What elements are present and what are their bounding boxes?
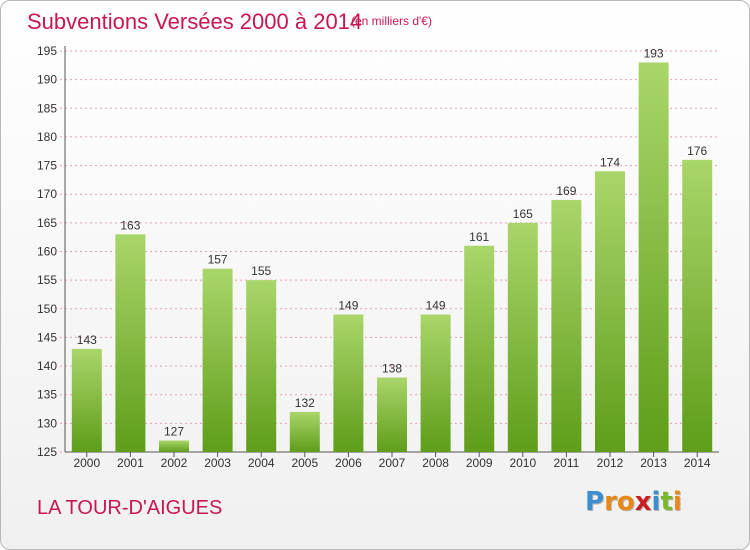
bar-2009 bbox=[464, 245, 495, 452]
x-tick-label: 2008 bbox=[422, 456, 449, 470]
x-tick-label: 2006 bbox=[335, 456, 362, 470]
bar-2010 bbox=[507, 222, 538, 452]
bar-2002 bbox=[159, 440, 189, 452]
x-tick-label: 2012 bbox=[597, 456, 624, 470]
y-tick-label: 165 bbox=[37, 216, 57, 230]
data-label: 161 bbox=[469, 230, 489, 244]
data-label: 157 bbox=[208, 253, 228, 267]
bar-2014 bbox=[682, 159, 713, 453]
data-label: 174 bbox=[600, 155, 620, 169]
bar-2013 bbox=[638, 62, 669, 452]
x-tick-label: 2010 bbox=[509, 456, 536, 470]
x-tick-label: 2002 bbox=[161, 456, 188, 470]
y-tick-label: 180 bbox=[37, 130, 57, 144]
x-tick-label: 2009 bbox=[466, 456, 493, 470]
commune-name: LA TOUR-D'AIGUES bbox=[37, 497, 223, 519]
bar-2003 bbox=[202, 268, 233, 452]
y-tick-label: 170 bbox=[37, 187, 57, 201]
bar-2001 bbox=[115, 234, 146, 452]
bar-2000 bbox=[71, 348, 102, 452]
labels: 125 130 135 140 145 150 155 160 165 170 175 180 185 1… bbox=[37, 44, 711, 470]
data-label: 138 bbox=[382, 362, 402, 376]
x-tick-label: 2014 bbox=[684, 456, 711, 470]
x-tick-label: 2001 bbox=[117, 456, 144, 470]
y-tick-label: 190 bbox=[37, 73, 57, 87]
data-label: 155 bbox=[251, 264, 271, 278]
data-label: 163 bbox=[120, 218, 140, 232]
y-tick-label: 125 bbox=[37, 445, 57, 459]
y-tick-label: 155 bbox=[37, 273, 57, 287]
y-tick-label: 140 bbox=[37, 359, 57, 373]
data-label: 149 bbox=[426, 299, 446, 313]
bar-2004 bbox=[246, 280, 277, 452]
x-tick-label: 2007 bbox=[379, 456, 406, 470]
x-tick-label: 2000 bbox=[73, 456, 100, 470]
chart-title: Subventions Versées 2000 à 2014 bbox=[27, 9, 363, 34]
y-tick-label: 175 bbox=[37, 159, 57, 173]
data-label: 193 bbox=[644, 46, 664, 60]
bar-2011 bbox=[551, 199, 582, 452]
bar-2012 bbox=[595, 171, 625, 453]
unit-label: (en milliers d'€) bbox=[351, 14, 432, 28]
data-label: 127 bbox=[164, 425, 184, 439]
y-tick-label: 135 bbox=[37, 388, 57, 402]
x-tick-label: 2003 bbox=[204, 456, 231, 470]
data-label: 149 bbox=[338, 299, 358, 313]
y-tick-label: 160 bbox=[37, 245, 57, 259]
bar-2005 bbox=[289, 411, 320, 452]
data-label: 176 bbox=[687, 144, 707, 158]
data-label: 132 bbox=[295, 396, 315, 410]
bar-2008 bbox=[420, 314, 451, 452]
bars bbox=[71, 62, 713, 453]
y-tick-label: 195 bbox=[37, 44, 57, 58]
x-tick-label: 2004 bbox=[248, 456, 275, 470]
data-label: 169 bbox=[556, 184, 576, 198]
bar-2007 bbox=[377, 377, 407, 452]
data-label: 165 bbox=[513, 207, 533, 221]
x-tick-label: 2011 bbox=[553, 456, 579, 470]
data-label: 143 bbox=[77, 333, 97, 347]
y-tick-label: 185 bbox=[37, 101, 57, 115]
y-tick-label: 145 bbox=[37, 330, 57, 344]
x-tick-label: 2005 bbox=[291, 456, 318, 470]
y-tick-label: 150 bbox=[37, 302, 57, 316]
y-tick-label: 130 bbox=[37, 416, 57, 430]
proxiti-logo: Proxiti bbox=[585, 487, 682, 517]
bar-2006 bbox=[333, 314, 364, 452]
x-tick-label: 2013 bbox=[640, 456, 667, 470]
